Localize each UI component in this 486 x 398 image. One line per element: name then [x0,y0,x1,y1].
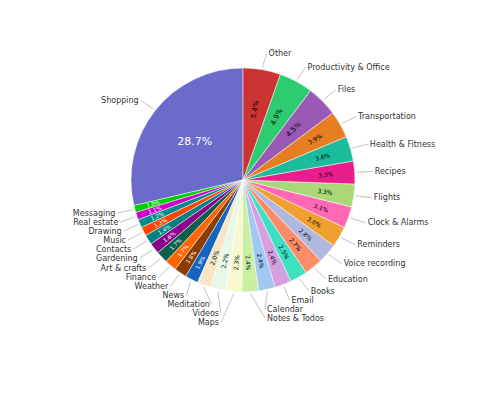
svg-text:2.4%: 2.4% [267,249,279,266]
svg-text:Books: Books [311,287,335,296]
svg-text:2.7%: 2.7% [288,236,303,252]
svg-text:Notes & Todos: Notes & Todos [267,314,324,323]
svg-text:Clock & Alarms: Clock & Alarms [368,218,429,227]
svg-text:Shopping: Shopping [101,96,139,105]
svg-text:Productivity & Office: Productivity & Office [308,63,390,72]
svg-text:Meditation: Meditation [167,300,210,309]
svg-text:3.9%: 3.9% [307,132,324,146]
svg-text:2.3%: 2.3% [232,254,240,270]
svg-text:1.3%: 1.3% [152,216,169,229]
svg-text:Reminders: Reminders [357,240,400,249]
svg-text:Calendar: Calendar [267,305,304,314]
svg-text:3.3%: 3.3% [317,187,333,196]
svg-text:Health & Fitness: Health & Fitness [370,140,435,149]
svg-text:1.2%: 1.2% [149,210,165,222]
svg-text:Contacts: Contacts [96,245,131,254]
svg-text:Recipes: Recipes [375,167,406,176]
svg-text:3.1%: 3.1% [313,202,330,214]
svg-text:2.5%: 2.5% [277,244,291,261]
svg-text:28.7%: 28.7% [177,135,212,148]
svg-text:Flights: Flights [374,193,401,202]
svg-text:1.7%: 1.7% [168,237,183,252]
svg-text:1.0%: 1.0% [145,199,161,209]
svg-text:Messaging: Messaging [73,209,116,218]
svg-text:4.9%: 4.9% [269,107,285,127]
svg-text:Videos: Videos [192,309,219,318]
svg-text:Gardening: Gardening [96,254,138,263]
svg-text:Music: Music [103,236,126,245]
svg-text:2.8%: 2.8% [298,227,314,242]
svg-text:Drawing: Drawing [88,227,121,236]
svg-text:1.8%: 1.8% [185,250,198,265]
svg-text:3.6%: 3.6% [314,151,331,162]
svg-text:Art & crafts: Art & crafts [101,264,147,273]
svg-text:1.6%: 1.6% [162,230,177,244]
svg-text:2.4%: 2.4% [244,255,252,271]
svg-text:Education: Education [328,275,368,284]
svg-text:3.3%: 3.3% [318,170,334,178]
svg-text:Real estate: Real estate [73,218,118,227]
svg-text:2.2%: 2.2% [220,252,230,269]
svg-text:1.9%: 1.9% [194,255,206,270]
svg-text:2.4%: 2.4% [256,253,266,270]
svg-text:1.1%: 1.1% [147,204,163,215]
svg-text:Transportation: Transportation [357,112,416,121]
svg-text:3.0%: 3.0% [306,215,323,229]
svg-text:Email: Email [291,296,313,305]
svg-text:Other: Other [269,49,292,58]
svg-text:4.5%: 4.5% [285,120,303,138]
svg-text:Voice recording: Voice recording [344,259,406,268]
svg-text:Weather: Weather [135,282,169,291]
svg-text:2.0%: 2.0% [208,249,220,266]
svg-text:Finance: Finance [126,273,157,282]
svg-text:Maps: Maps [198,318,219,327]
svg-text:News: News [163,291,185,300]
svg-text:1.4%: 1.4% [156,223,172,236]
svg-text:Files: Files [338,85,356,94]
svg-text:5.4%: 5.4% [250,100,261,119]
